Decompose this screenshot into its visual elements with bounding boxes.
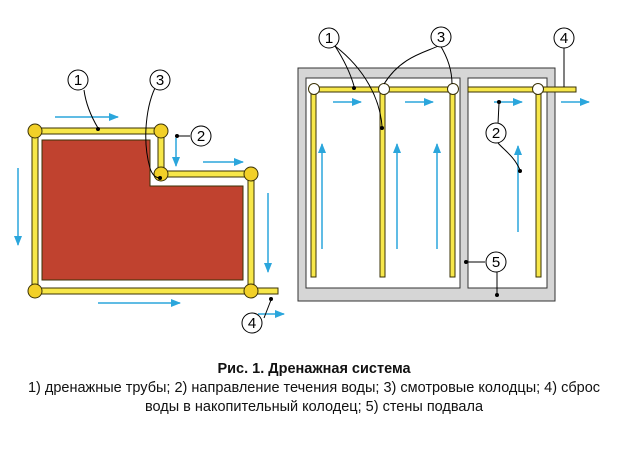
caption-line: воды в накопительный колодец; 5) стены п… (144, 399, 484, 415)
right-leader-dots (352, 86, 522, 297)
callout-label: 5 (492, 254, 500, 271)
callout-label: 1 (74, 72, 82, 89)
drain-pipe (449, 91, 456, 278)
left-flow-arrows (14, 113, 285, 318)
caption-line: 1) дренажные трубы; 2) направление течен… (27, 380, 601, 396)
drain-pipe (160, 170, 252, 178)
building-footprint (41, 139, 244, 281)
callout-label: 4 (248, 315, 256, 332)
drain-pipe (34, 287, 252, 295)
caption-legend: 1) дренажные трубы; 2) направление течен… (0, 379, 628, 417)
caption-title: Рис. 1. Дренажная система (217, 361, 411, 377)
drain-pipe (467, 86, 541, 93)
drain-pipe (310, 91, 317, 278)
right-inspection-wells (308, 83, 544, 95)
drain-pipe (379, 91, 386, 278)
callout-label: 1 (325, 30, 333, 47)
inspection-well (447, 83, 459, 95)
inspection-well (243, 283, 259, 299)
left-leader-dots (96, 127, 273, 301)
right-leader-lines (334, 44, 565, 294)
left-callout-markers (67, 69, 263, 334)
callout-label: 3 (437, 29, 445, 46)
left-plan: 1 3 2 4 (14, 69, 285, 334)
basement-room (467, 77, 548, 289)
inspection-well (378, 83, 390, 95)
inspection-well (27, 283, 43, 299)
left-inspection-wells (27, 123, 259, 299)
drainage-diagram: 1 3 2 4 (14, 26, 590, 334)
inspection-well (532, 83, 544, 95)
inspection-well (243, 166, 259, 182)
right-flow-arrows (318, 98, 590, 249)
discharge-pipe (540, 86, 577, 93)
drain-pipe (535, 91, 542, 278)
right-plan: 1 3 4 2 5 (297, 26, 590, 302)
drain-pipe (247, 173, 255, 292)
left-leader-lines (83, 83, 272, 319)
callout-label: 3 (156, 72, 164, 89)
callout-label: 4 (560, 30, 568, 47)
drain-pipe (31, 130, 39, 292)
figure-caption: Рис. 1. Дренажная система 1) дренажные т… (0, 360, 628, 417)
inspection-well (308, 83, 320, 95)
callout-label: 2 (197, 128, 205, 145)
inspection-well (27, 123, 43, 139)
right-callout-markers (318, 26, 575, 273)
callout-label: 2 (492, 125, 500, 142)
inspection-well (153, 123, 169, 139)
